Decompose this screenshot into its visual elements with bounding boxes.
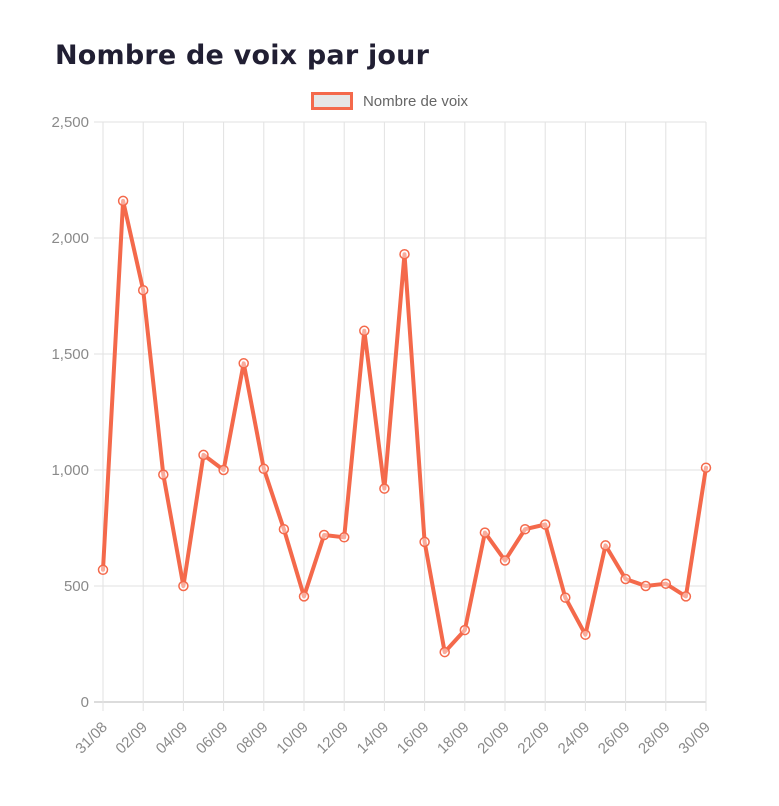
x-tick-label: 22/09 xyxy=(514,719,553,758)
data-point[interactable] xyxy=(158,469,169,480)
data-point[interactable] xyxy=(338,532,350,543)
data-point[interactable] xyxy=(419,536,430,548)
data-point[interactable] xyxy=(499,555,511,566)
x-tick-label: 02/09 xyxy=(112,719,151,758)
y-tick-label: 0 xyxy=(81,694,89,711)
data-point[interactable] xyxy=(137,284,149,296)
data-point[interactable] xyxy=(459,624,471,636)
y-tick-label: 1,500 xyxy=(51,346,89,363)
x-tick-label: 14/09 xyxy=(354,719,393,758)
x-tick-label: 24/09 xyxy=(555,719,594,758)
data-point[interactable] xyxy=(479,527,491,538)
data-point[interactable] xyxy=(399,248,410,260)
data-point[interactable] xyxy=(640,580,651,592)
data-point[interactable] xyxy=(258,463,270,475)
x-tick-label: 10/09 xyxy=(273,719,312,758)
x-tick-label: 18/09 xyxy=(434,719,473,758)
data-point[interactable] xyxy=(519,523,531,535)
data-point[interactable] xyxy=(117,195,129,207)
y-tick-label: 1,000 xyxy=(51,462,89,479)
data-point[interactable] xyxy=(660,578,672,589)
x-tick-label: 16/09 xyxy=(394,719,433,758)
data-point[interactable] xyxy=(298,591,310,602)
y-tick-label: 2,500 xyxy=(51,114,89,131)
legend-swatch-icon xyxy=(310,92,353,110)
x-tick-label: 26/09 xyxy=(595,719,634,758)
data-point[interactable] xyxy=(359,325,370,337)
series-line xyxy=(101,198,708,655)
data-point[interactable] xyxy=(560,592,571,603)
legend-item-nombre-de-voix[interactable]: Nombre de voix xyxy=(310,92,469,110)
y-tick-label: 2,000 xyxy=(51,230,89,247)
data-point[interactable] xyxy=(539,519,551,530)
x-tick-label: 20/09 xyxy=(474,719,513,758)
x-tick-label: 28/09 xyxy=(635,719,674,758)
data-point[interactable] xyxy=(97,564,109,576)
legend-label: Nombre de voix xyxy=(362,92,469,110)
y-tick-label: 500 xyxy=(64,578,89,595)
data-point[interactable] xyxy=(700,462,712,473)
data-point[interactable] xyxy=(278,523,290,535)
data-point[interactable] xyxy=(620,573,631,585)
data-point[interactable] xyxy=(379,483,390,494)
x-tick-label: 08/09 xyxy=(233,719,272,758)
x-tick-label: 30/09 xyxy=(675,719,714,758)
data-point[interactable] xyxy=(238,358,249,369)
x-tick-label: 06/09 xyxy=(193,719,232,758)
data-point[interactable] xyxy=(680,591,692,602)
data-point[interactable] xyxy=(580,629,591,640)
data-point[interactable] xyxy=(439,646,450,658)
x-tick-label: 12/09 xyxy=(313,719,352,758)
x-tick-label: 31/08 xyxy=(72,719,111,758)
legend: Nombre de voix xyxy=(0,92,779,110)
data-point[interactable] xyxy=(198,449,209,461)
data-point[interactable] xyxy=(218,464,229,476)
x-tick-label: 04/09 xyxy=(153,719,192,758)
data-point[interactable] xyxy=(178,580,189,592)
chart-title: Nombre de voix par jour xyxy=(55,40,430,71)
data-point[interactable] xyxy=(600,540,611,551)
data-point[interactable] xyxy=(318,529,330,541)
